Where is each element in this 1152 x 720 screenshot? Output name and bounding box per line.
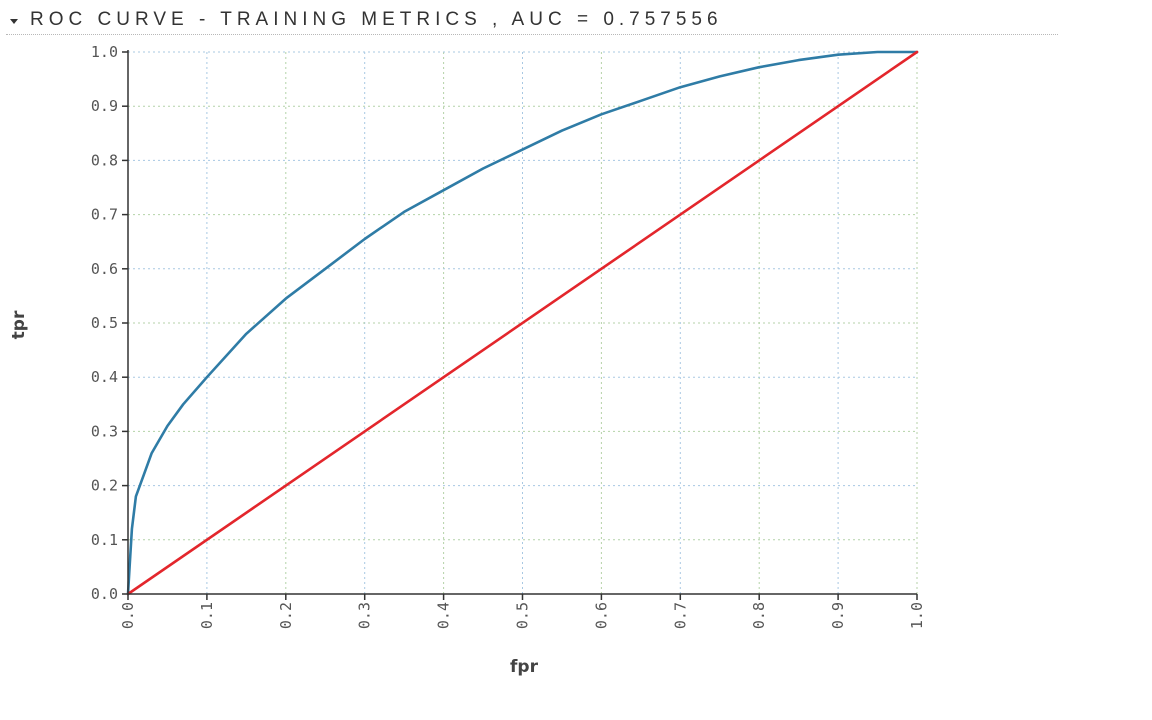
x-tick-label: 0.3	[356, 602, 374, 629]
y-tick-label: 0.9	[91, 97, 118, 115]
roc-curve-line	[126, 50, 919, 596]
y-tick-label: 0.1	[91, 531, 118, 549]
random-baseline-line	[126, 50, 919, 596]
x-tick-label: 0.7	[671, 602, 689, 629]
y-tick-label: 0.2	[91, 477, 118, 495]
y-tick-label: 0.6	[91, 260, 118, 278]
y-tick-label: 0.0	[91, 585, 118, 603]
roc-section-header[interactable]: ROC CURVE - TRAINING METRICS , AUC = 0.7…	[6, 6, 1058, 35]
y-axis-label: tpr	[9, 310, 29, 339]
caret-down-icon[interactable]	[10, 18, 18, 24]
y-tick-label: 0.7	[91, 206, 118, 224]
ticks: 0.0 0.1 0.2 0.3 0.4 0.5 0.6 0.7 0.8 0.9 1.0 0.0 0.1 0…	[91, 43, 926, 629]
x-tick-label: 0.2	[277, 602, 295, 629]
x-tick-label: 0.9	[829, 602, 847, 629]
chart-title: ROC CURVE - TRAINING METRICS , AUC = 0.7…	[30, 9, 723, 30]
y-tick-label: 0.4	[91, 368, 118, 386]
y-tick-label: 0.5	[91, 314, 118, 332]
y-tick-label: 0.8	[91, 151, 118, 169]
x-tick-label: 0.4	[435, 602, 453, 629]
x-tick-label: 0.8	[750, 602, 768, 629]
y-tick-label: 1.0	[91, 43, 118, 61]
y-tick-label: 0.3	[91, 422, 118, 440]
x-tick-label: 0.5	[514, 602, 532, 629]
x-tick-label: 0.1	[198, 602, 216, 629]
x-axis-label: fpr	[510, 657, 539, 677]
x-tick-label: 0.6	[592, 602, 610, 629]
x-tick-label: 1.0	[908, 602, 926, 629]
series-lines	[126, 50, 919, 596]
x-tick-label: 0.0	[119, 602, 137, 629]
